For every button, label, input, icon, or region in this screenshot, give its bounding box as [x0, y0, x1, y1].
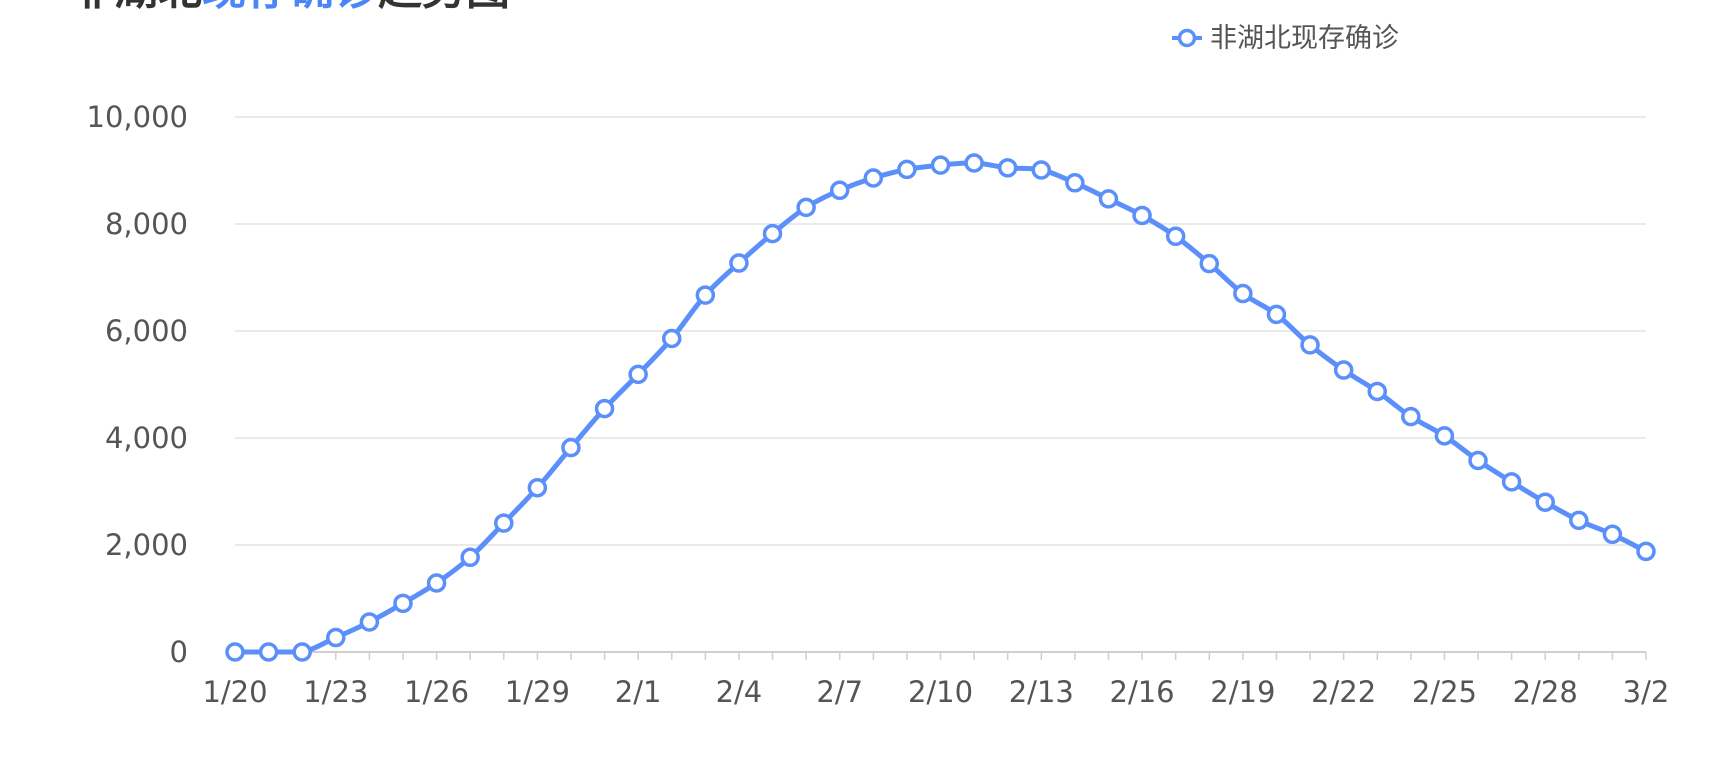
axes: 0 2,000 4,000 6,000 8,000 10,000 1/20 1/23 1/26 1…	[87, 100, 1670, 709]
chart-title: 非湖北现存确诊趋势图	[70, 0, 510, 15]
data-point[interactable]	[1602, 524, 1623, 545]
chart-title-highlight: 现存确诊	[202, 0, 379, 15]
x-tick-label: 1/23	[303, 675, 368, 709]
data-point[interactable]	[964, 153, 984, 173]
data-point[interactable]	[863, 168, 884, 188]
data-point[interactable]	[1468, 450, 1488, 471]
x-tick-label: 2/7	[816, 675, 863, 709]
data-point[interactable]	[460, 547, 480, 568]
gridlines	[235, 116, 1646, 546]
data-point[interactable]	[762, 223, 783, 244]
legend-label: 非湖北现存确诊	[1210, 23, 1399, 54]
y-tick-label: 2,000	[105, 528, 188, 562]
x-tick-label: 1/29	[505, 675, 570, 709]
data-point[interactable]	[359, 612, 380, 632]
data-point[interactable]	[527, 478, 548, 498]
data-point[interactable]	[1031, 160, 1052, 180]
data-point[interactable]	[695, 285, 716, 305]
x-tick-label: 2/1	[615, 675, 662, 709]
data-point[interactable]	[1636, 541, 1656, 562]
data-point[interactable]	[997, 158, 1018, 178]
data-point[interactable]	[258, 642, 279, 662]
legend-marker-icon	[1177, 28, 1197, 48]
data-point[interactable]	[1065, 173, 1085, 193]
data-point[interactable]	[1266, 304, 1287, 325]
chart-title-prefix: 非湖北	[70, 0, 202, 15]
data-point[interactable]	[1434, 426, 1455, 446]
data-point[interactable]	[1165, 226, 1186, 247]
x-tick-label: 2/25	[1412, 675, 1477, 709]
data-point[interactable]	[1300, 335, 1320, 355]
data-point[interactable]	[1333, 360, 1354, 380]
x-tick-label: 2/22	[1311, 675, 1376, 709]
x-tick-label: 1/26	[404, 675, 469, 709]
data-point[interactable]	[661, 328, 682, 349]
y-tick-label: 0	[170, 635, 188, 669]
data-point[interactable]	[1199, 253, 1220, 274]
x-tick-label: 2/16	[1110, 675, 1175, 709]
data-point[interactable]	[1132, 205, 1152, 226]
x-tick-label: 2/13	[1009, 675, 1074, 709]
data-point[interactable]	[1569, 510, 1589, 531]
x-tick-label: 2/28	[1513, 675, 1578, 709]
x-tick-label: 1/20	[202, 675, 267, 709]
data-point[interactable]	[796, 197, 816, 218]
x-tick-label: 2/4	[716, 675, 763, 709]
data-point[interactable]	[292, 642, 312, 662]
data-point[interactable]	[897, 159, 917, 180]
data-point[interactable]	[930, 155, 951, 175]
chart-legend[interactable]: 非湖北现存确诊	[1172, 23, 1399, 54]
x-tick-label: 2/19	[1210, 675, 1275, 709]
data-point[interactable]	[1098, 189, 1119, 209]
y-tick-label: 4,000	[105, 421, 188, 455]
y-tick-label: 10,000	[87, 100, 188, 134]
data-point[interactable]	[1401, 406, 1421, 427]
series-line	[232, 160, 1649, 655]
data-point[interactable]	[426, 573, 447, 593]
series-layer	[225, 153, 1656, 662]
x-tick-label: 2/10	[908, 675, 973, 709]
data-point[interactable]	[1367, 381, 1387, 402]
data-point[interactable]	[829, 180, 850, 201]
data-point[interactable]	[1233, 283, 1253, 304]
data-point[interactable]	[225, 642, 245, 662]
y-tick-label: 8,000	[105, 207, 188, 241]
data-point[interactable]	[561, 437, 581, 458]
data-point[interactable]	[494, 513, 514, 533]
data-point[interactable]	[729, 253, 749, 273]
data-point[interactable]	[393, 593, 413, 614]
data-point[interactable]	[326, 627, 346, 648]
data-point[interactable]	[1535, 492, 1555, 512]
y-tick-label: 6,000	[105, 314, 188, 348]
data-point[interactable]	[628, 364, 648, 385]
x-tick-label: 3/2	[1623, 675, 1670, 709]
data-point[interactable]	[594, 398, 615, 419]
data-point[interactable]	[1501, 472, 1522, 492]
chart-title-suffix: 趋势图	[378, 0, 510, 15]
